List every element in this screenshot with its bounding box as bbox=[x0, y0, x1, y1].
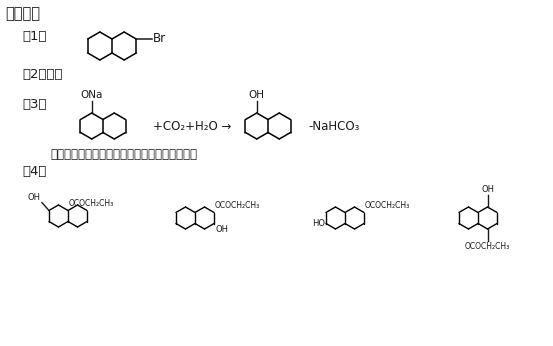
Text: OCOCH₂CH₃: OCOCH₂CH₃ bbox=[215, 201, 260, 210]
Text: -NaHCO₃: -NaHCO₃ bbox=[308, 119, 359, 133]
Text: （4）: （4） bbox=[22, 165, 46, 178]
Text: +CO₂+H₂O →: +CO₂+H₂O → bbox=[153, 119, 231, 133]
Text: OCOCH₂CH₃: OCOCH₂CH₃ bbox=[69, 199, 114, 208]
Text: OH: OH bbox=[215, 226, 228, 235]
Text: OCOCH₂CH₃: OCOCH₂CH₃ bbox=[365, 201, 410, 210]
Text: （3）: （3） bbox=[22, 98, 46, 111]
Text: （1）: （1） bbox=[22, 30, 46, 43]
Text: 萌酔含有酔羟基，易消耗氧气，具有抗氧化能力: 萌酔含有酔羟基，易消耗氧气，具有抗氧化能力 bbox=[50, 148, 197, 161]
Text: HO: HO bbox=[312, 219, 325, 228]
Text: OCOCH₂CH₃: OCOCH₂CH₃ bbox=[465, 242, 510, 251]
Text: Br: Br bbox=[153, 33, 166, 46]
Text: OH: OH bbox=[28, 192, 41, 201]
Text: （2）液渴: （2）液渴 bbox=[22, 68, 62, 81]
Text: 【答案】: 【答案】 bbox=[5, 6, 40, 21]
Text: OH: OH bbox=[481, 185, 494, 194]
Text: ONa: ONa bbox=[81, 90, 103, 100]
Text: OH: OH bbox=[249, 90, 265, 100]
